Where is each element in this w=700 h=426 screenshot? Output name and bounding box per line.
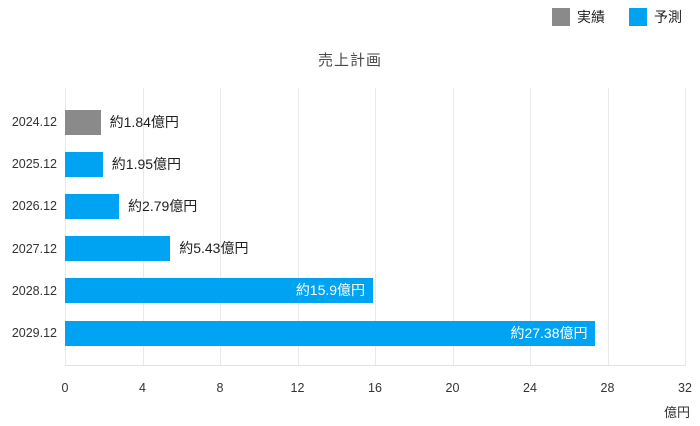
x-tick-label-12: 12 [290, 381, 305, 395]
legend-label-actual: 実績 [577, 9, 605, 25]
category-label-2027.12: 2027.12 [11, 241, 57, 256]
bar-2024.12[interactable] [65, 109, 101, 135]
value-label-2026.12: 約2.79億円 [128, 197, 198, 214]
gridline-x-4 [142, 88, 144, 366]
x-tick-label-0: 0 [61, 381, 69, 395]
value-label-2024.12: 約1.84億円 [109, 113, 179, 130]
x-tick-label-8: 8 [216, 381, 224, 395]
gridline-x-20 [452, 88, 454, 366]
gridline-x-28 [607, 88, 609, 366]
bar-2029.12[interactable] [65, 320, 596, 346]
x-tick-label-20: 20 [445, 381, 460, 395]
gridline-x-8 [220, 88, 221, 366]
plot-area [65, 88, 686, 366]
value-label-2029.12: 約27.38億円 [510, 324, 588, 341]
forecast-series-swatch-icon [629, 8, 647, 26]
gridline-x-12 [297, 88, 299, 366]
x-tick-label-24: 24 [523, 381, 537, 395]
value-label-2025.12: 約1.95億円 [111, 155, 182, 172]
legend-item-actual[interactable]: 実績 [552, 8, 605, 26]
value-label-2027.12: 約5.43億円 [179, 240, 249, 257]
legend-item-forecast[interactable]: 予測 [629, 8, 682, 26]
x-tick-label-32: 32 [678, 381, 692, 395]
category-label-2028.12: 2028.12 [11, 283, 57, 298]
category-label-2025.12: 2025.12 [11, 157, 57, 172]
category-label-2026.12: 2026.12 [11, 199, 57, 214]
gridline-x-0 [65, 88, 66, 366]
actual-series-swatch-icon [552, 8, 570, 26]
bar-2026.12[interactable] [65, 193, 120, 219]
bar-2027.12[interactable] [65, 236, 171, 262]
gridline-x-24 [530, 88, 531, 366]
bar-2028.12[interactable] [65, 278, 374, 304]
category-label-2029.12: 2029.12 [11, 326, 57, 340]
chart-title: 売上計画 [317, 52, 382, 69]
x-axis-unit-label: 億円 [663, 405, 690, 420]
x-tick-label-4: 4 [139, 381, 146, 395]
chart-legend: 実績 予測 [552, 8, 682, 26]
value-label-2028.12: 約15.9億円 [295, 282, 366, 299]
gridline-x-16 [375, 88, 376, 366]
bar-2025.12[interactable] [65, 151, 103, 177]
x-axis-line [65, 365, 685, 366]
x-tick-label-28: 28 [600, 381, 615, 395]
category-label-2024.12: 2024.12 [11, 115, 57, 129]
legend-label-forecast: 予測 [654, 9, 682, 25]
gridline-x-32 [685, 88, 686, 366]
x-tick-label-16: 16 [368, 381, 382, 395]
